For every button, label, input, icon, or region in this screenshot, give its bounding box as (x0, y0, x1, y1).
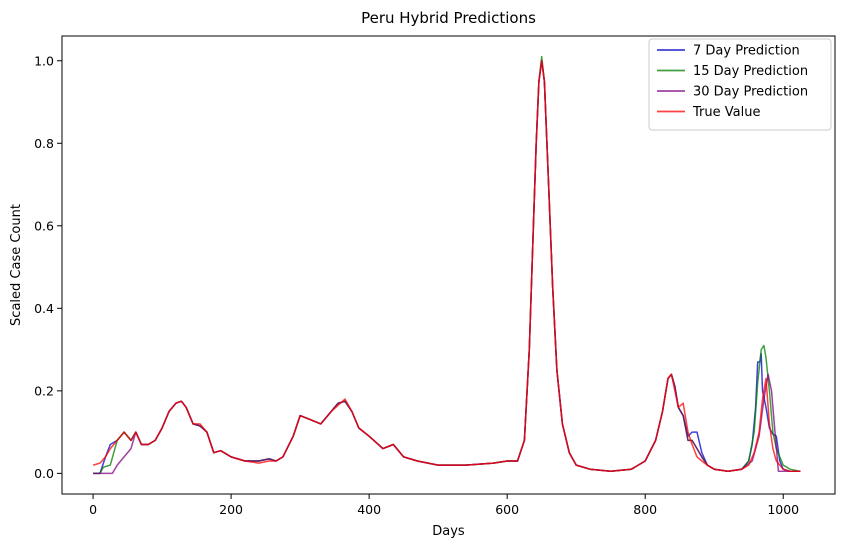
y-tick-label: 0.8 (34, 136, 54, 151)
legend-box (648, 38, 832, 131)
series-line-4 (92, 60, 801, 473)
y-tick-label: 1.0 (34, 53, 54, 68)
x-tick-label: 200 (219, 502, 243, 517)
x-tick-label: 0 (89, 502, 97, 517)
legend-label: True Value (692, 105, 760, 120)
y-axis-label: Scaled Case Count (9, 204, 24, 326)
x-tick-label: 1000 (767, 502, 799, 517)
y-tick-label: 0.6 (34, 218, 54, 233)
legend-label: 7 Day Prediction (693, 44, 800, 59)
x-tick-label: 600 (495, 502, 519, 517)
series-lines (92, 55, 801, 475)
x-tick-label: 400 (357, 502, 381, 517)
legend-label: 15 Day Prediction (693, 64, 808, 79)
y-tick-label: 0.2 (34, 383, 54, 398)
chart-title: Peru Hybrid Predictions (361, 9, 536, 27)
y-axis-ticks: 0.0 0.2 0.4 0.6 0.8 1.0 (34, 53, 62, 481)
legend-label: 30 Day Prediction (693, 85, 808, 100)
legend: 7 Day Prediction 15 Day Prediction 30 Day … (648, 38, 832, 131)
y-tick-label: 0.4 (34, 301, 54, 316)
y-tick-label: 0.0 (34, 466, 54, 481)
plot-frame (61, 35, 836, 495)
x-tick-label: 800 (633, 502, 657, 517)
x-axis-label: Days (432, 524, 465, 539)
x-axis-ticks: 0 200 400 600 800 1000 (89, 494, 799, 517)
